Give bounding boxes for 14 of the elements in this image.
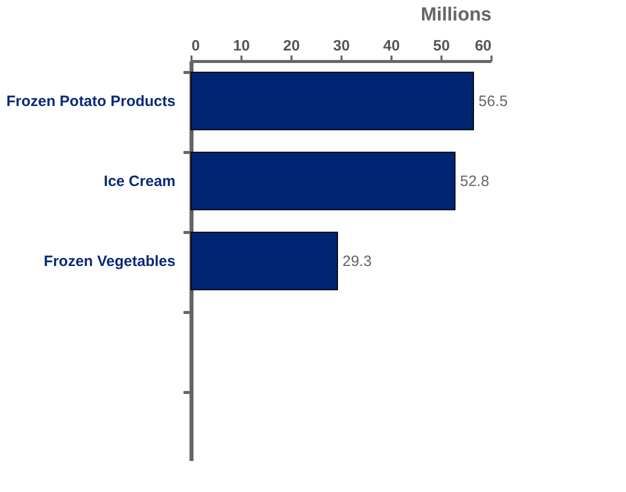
y-tick-label: Frozen Vegetables [44,253,176,270]
y-tick-label: Frozen Potato Products [6,93,176,110]
x-tick-label: 40 [383,38,400,54]
x-tick-label: 10 [233,38,250,54]
data-label: 52.8 [460,173,490,190]
y-tick-label: Ice Cream [104,173,176,190]
x-tick-label: 50 [433,38,450,54]
x-tick-label: 20 [283,38,300,54]
x-tick-label: 30 [333,38,350,54]
x-tick-label: 0 [192,38,200,54]
data-label: 56.5 [478,93,508,110]
x-tick-label: 60 [474,38,492,54]
data-label: 29.3 [342,253,372,270]
x-axis-title: Millions [420,4,492,26]
